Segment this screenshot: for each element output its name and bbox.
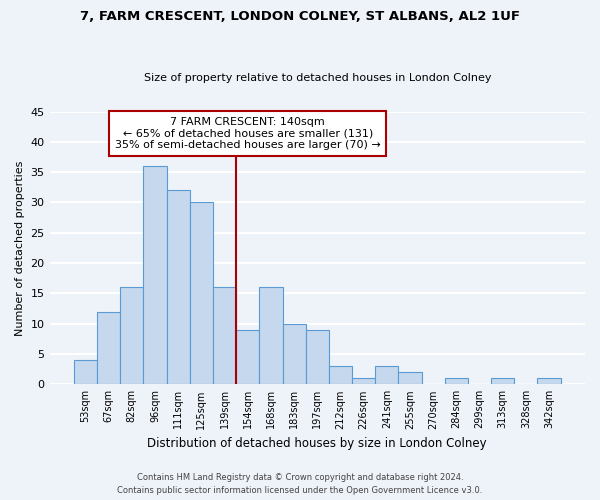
Bar [329,366,352,384]
Bar [538,378,560,384]
Bar [120,288,143,384]
Bar [143,166,167,384]
Bar [97,312,120,384]
Text: Contains HM Land Registry data © Crown copyright and database right 2024.
Contai: Contains HM Land Registry data © Crown c… [118,474,482,495]
Text: 7 FARM CRESCENT: 140sqm
← 65% of detached houses are smaller (131)
35% of semi-d: 7 FARM CRESCENT: 140sqm ← 65% of detache… [115,117,380,150]
Bar [236,330,259,384]
Text: 7, FARM CRESCENT, LONDON COLNEY, ST ALBANS, AL2 1UF: 7, FARM CRESCENT, LONDON COLNEY, ST ALBA… [80,10,520,23]
Bar [491,378,514,384]
Title: Size of property relative to detached houses in London Colney: Size of property relative to detached ho… [143,73,491,83]
Bar [398,372,422,384]
Y-axis label: Number of detached properties: Number of detached properties [15,160,25,336]
Bar [213,288,236,384]
Bar [305,330,329,384]
Bar [259,288,283,384]
Bar [375,366,398,384]
Bar [283,324,305,384]
Bar [74,360,97,384]
Bar [352,378,375,384]
Bar [190,202,213,384]
Bar [445,378,468,384]
Bar [167,190,190,384]
X-axis label: Distribution of detached houses by size in London Colney: Distribution of detached houses by size … [148,437,487,450]
